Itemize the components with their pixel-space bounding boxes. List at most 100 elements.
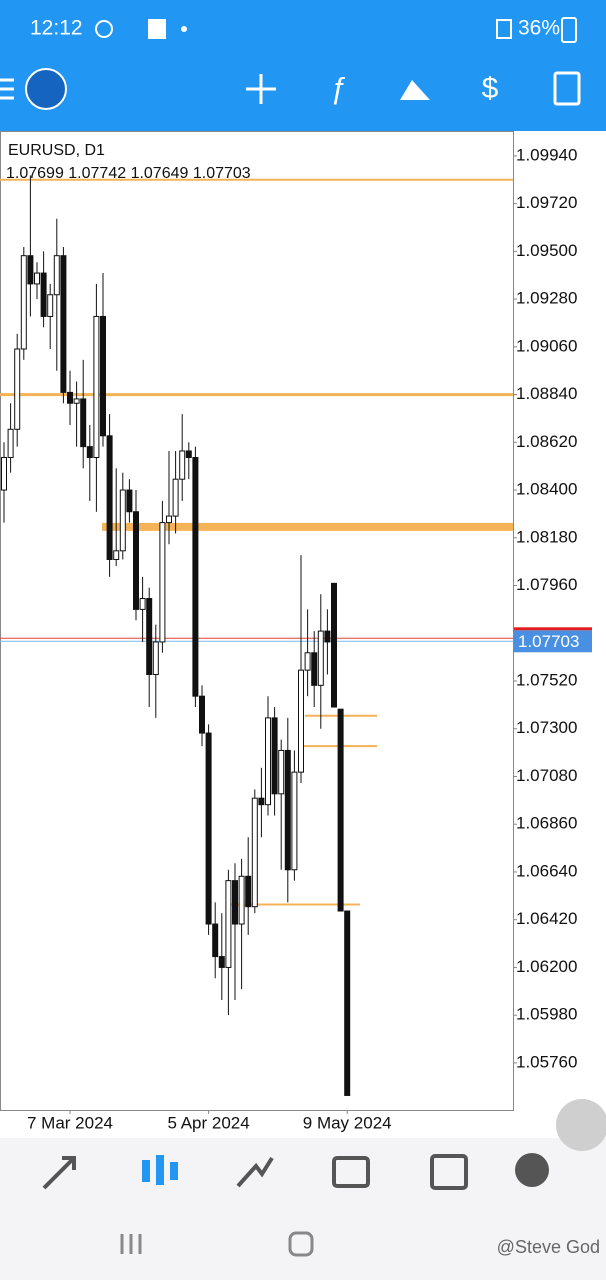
candle-body	[113, 550, 120, 560]
candle-body	[251, 797, 258, 908]
candle-body	[20, 255, 27, 350]
y-tick-label: 1.09940	[516, 145, 577, 164]
battery: 36%	[518, 17, 560, 40]
chart-area	[0, 131, 514, 1111]
candle-body	[27, 255, 34, 285]
y-tick-label: 1.07300	[516, 718, 577, 737]
y-tick-label: 1.06200	[516, 957, 577, 976]
candle-body	[291, 771, 298, 871]
system-nav	[0, 1210, 606, 1280]
news-tab[interactable]	[430, 1154, 468, 1190]
candle-body	[67, 391, 73, 404]
candle-body	[284, 749, 291, 871]
candle-body	[331, 582, 337, 708]
candle-body	[93, 315, 100, 458]
candle-body	[1, 456, 7, 491]
trade-tab[interactable]	[236, 1156, 274, 1188]
y-tick-label: 1.09720	[516, 193, 577, 212]
y-tick-label: 1.06640	[516, 861, 577, 880]
candle-body	[304, 652, 311, 671]
status-icon	[148, 19, 166, 39]
candle-body	[298, 669, 304, 773]
y-tick-label: 1.09500	[516, 241, 577, 260]
trade-button[interactable]: $	[482, 72, 499, 105]
candle-body	[86, 446, 93, 458]
candle-body	[100, 315, 106, 437]
candle-body	[192, 456, 199, 697]
candle-body	[337, 708, 344, 912]
candle-body	[166, 515, 172, 524]
candle-body	[133, 511, 139, 610]
app-bar	[0, 0, 606, 131]
new-order-button[interactable]	[553, 71, 581, 106]
candle-body	[199, 695, 205, 734]
candle-body	[159, 522, 166, 643]
y-tick-label: 1.08620	[516, 432, 577, 451]
watermark: @Steve God	[497, 1237, 600, 1257]
system-back[interactable]	[120, 1234, 142, 1254]
candle-body	[172, 478, 179, 517]
status-icon	[95, 20, 113, 38]
candle-body	[146, 598, 153, 675]
ohlc-readout: 1.07699 1.07742 1.07649 1.07703	[6, 165, 251, 182]
candle-body	[278, 749, 285, 795]
system-home[interactable]	[288, 1231, 314, 1257]
candle-body	[317, 630, 324, 686]
y-tick-label: 1.08180	[516, 527, 577, 546]
status-icon	[181, 26, 187, 32]
objects-button[interactable]	[400, 80, 430, 100]
candle-body	[34, 272, 40, 285]
candle-body	[258, 797, 265, 806]
candle-body	[40, 272, 47, 317]
candle-body	[245, 875, 252, 908]
y-tick-label: 1.06420	[516, 909, 577, 928]
candle-body	[7, 428, 14, 458]
chart-tab[interactable]	[142, 1155, 178, 1185]
battery-icon	[561, 17, 577, 43]
candle-body	[60, 255, 67, 393]
ask-tag	[514, 627, 592, 631]
indicators-button[interactable]: ƒ	[330, 72, 347, 105]
y-tick-label: 1.07520	[516, 670, 577, 689]
x-tick-label: 9 May 2024	[303, 1113, 392, 1132]
crosshair-button[interactable]	[246, 74, 276, 104]
candle-body	[185, 450, 192, 458]
candle-body	[225, 880, 232, 968]
messages-tab[interactable]	[515, 1153, 549, 1187]
candle-body	[106, 435, 113, 560]
price-tag-bg	[514, 630, 592, 653]
candle-body	[179, 450, 186, 480]
candle-body	[212, 923, 219, 958]
app-logo	[25, 68, 67, 110]
y-tick-label: 1.09280	[516, 289, 577, 308]
candle-body	[139, 598, 146, 610]
signal-icon	[496, 19, 512, 39]
y-tick-label: 1.07080	[516, 766, 577, 785]
clock: 12:12	[30, 17, 83, 40]
candle-body	[311, 652, 318, 686]
chart-title: EURUSD, D1	[8, 142, 105, 159]
quotes-tab[interactable]	[42, 1156, 76, 1190]
candle-body	[73, 398, 80, 404]
candle-body	[324, 630, 331, 643]
menu-button[interactable]	[0, 78, 14, 100]
y-tick-label: 1.06860	[516, 814, 577, 833]
x-tick-label: 5 Apr 2024	[167, 1113, 249, 1132]
candle-body	[14, 348, 21, 430]
history-tab[interactable]	[332, 1156, 370, 1188]
candle-body	[344, 910, 351, 1096]
y-tick-label: 1.08840	[516, 384, 577, 403]
candle-body	[152, 641, 159, 675]
candle-body	[205, 732, 212, 925]
price-tag: 1.07703	[518, 632, 579, 651]
plot: 1.09940 1.09720 1.09500 1.09280 1.09060 1.088…	[0, 145, 592, 1132]
y-tick-label: 1.05760	[516, 1052, 577, 1071]
y-tick-label: 1.05980	[516, 1005, 577, 1024]
candle-body	[232, 880, 238, 925]
y-tick-label: 1.09060	[516, 336, 577, 355]
y-tick-label: 1.08400	[516, 480, 577, 499]
candle-body	[119, 489, 126, 552]
edit-button[interactable]	[556, 1099, 606, 1151]
candle-body	[47, 294, 54, 317]
